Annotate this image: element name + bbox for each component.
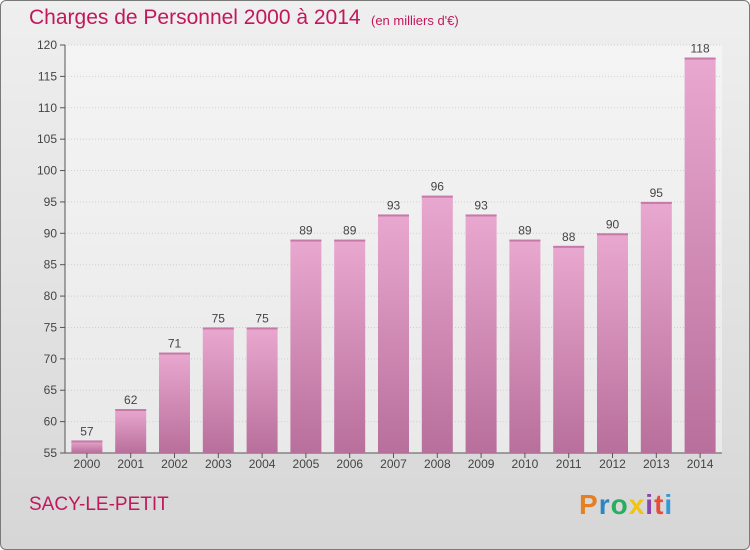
bar-cap xyxy=(115,409,147,412)
value-label: 89 xyxy=(518,224,532,238)
y-tick-label: 80 xyxy=(44,289,58,303)
bar-cap xyxy=(71,440,103,443)
bar-cap xyxy=(640,201,672,204)
bar-cap xyxy=(378,214,409,217)
bar xyxy=(246,327,278,453)
bar xyxy=(378,214,409,453)
x-tick-label: 2006 xyxy=(336,457,363,471)
y-tick-label: 100 xyxy=(37,164,57,178)
y-tick-label: 90 xyxy=(44,226,58,240)
bar xyxy=(509,239,541,453)
value-label: 88 xyxy=(562,230,576,244)
bar xyxy=(115,409,147,453)
bar xyxy=(684,57,716,454)
value-label: 89 xyxy=(299,224,313,238)
value-label: 75 xyxy=(255,311,269,325)
x-tick-label: 2012 xyxy=(599,457,626,471)
y-tick-label: 120 xyxy=(37,38,57,52)
bar xyxy=(334,239,366,453)
value-label: 89 xyxy=(343,224,357,238)
bar xyxy=(597,233,628,453)
y-tick-label: 70 xyxy=(44,352,58,366)
bar-cap xyxy=(290,239,322,242)
bars xyxy=(71,57,716,454)
value-label: 95 xyxy=(650,186,664,200)
y-tick-label: 110 xyxy=(38,101,57,115)
y-tick-label: 60 xyxy=(44,415,58,429)
bar-cap xyxy=(684,57,716,60)
value-label: 90 xyxy=(606,217,620,231)
bar xyxy=(290,239,322,453)
y-tick-label: 75 xyxy=(44,320,58,334)
commune-name: SACY-LE-PETIT xyxy=(29,494,169,515)
x-tick-label: 2014 xyxy=(687,457,714,471)
y-tick-label: 115 xyxy=(38,69,57,83)
y-tick-label: 65 xyxy=(44,383,58,397)
value-label: 118 xyxy=(691,42,710,56)
bar xyxy=(640,201,672,453)
proxiti-logo: Proxiti xyxy=(579,489,674,520)
value-label: 62 xyxy=(124,393,138,407)
value-label: 93 xyxy=(474,198,488,212)
bar xyxy=(421,195,453,453)
bar-cap xyxy=(246,327,278,330)
bar-cap xyxy=(159,352,190,355)
value-label: 96 xyxy=(431,180,445,194)
bar-cap xyxy=(509,239,541,242)
x-tick-label: 2007 xyxy=(380,457,407,471)
value-label: 57 xyxy=(80,424,94,438)
value-label: 93 xyxy=(387,198,401,212)
x-tick-label: 2003 xyxy=(205,457,232,471)
x-tick-label: 2001 xyxy=(117,457,144,471)
y-tick-label: 85 xyxy=(44,258,58,272)
bar xyxy=(553,245,585,453)
y-tick-label: 55 xyxy=(44,446,58,460)
x-tick-label: 2013 xyxy=(643,457,670,471)
chart-title: Charges de Personnel 2000 à 2014 xyxy=(29,6,361,29)
chart-subtitle: (en milliers d'€) xyxy=(371,13,459,28)
x-tick-label: 2000 xyxy=(74,457,101,471)
x-tick-label: 2011 xyxy=(556,457,582,471)
bar xyxy=(159,352,190,453)
y-tick-label: 95 xyxy=(44,195,58,209)
bar-cap xyxy=(553,245,585,248)
bar xyxy=(202,327,234,453)
value-label: 75 xyxy=(212,311,226,325)
bar-cap xyxy=(334,239,366,242)
x-tick-label: 2002 xyxy=(161,457,188,471)
x-tick-label: 2008 xyxy=(424,457,451,471)
bar-cap xyxy=(597,233,628,236)
x-tick-label: 2005 xyxy=(293,457,320,471)
value-label: 71 xyxy=(168,337,182,351)
x-tick-label: 2009 xyxy=(468,457,495,471)
bar-cap xyxy=(465,214,497,217)
x-tick-label: 2004 xyxy=(249,457,276,471)
bar xyxy=(465,214,497,453)
x-tick-label: 2010 xyxy=(512,457,539,471)
bar xyxy=(71,440,103,453)
y-tick-label: 105 xyxy=(37,132,57,146)
bar-cap xyxy=(202,327,234,330)
labels: 57 2000 62 2001 71 2002 75 2003 75 2004 89 2005 89 20… xyxy=(74,42,714,471)
bar-cap xyxy=(421,195,453,198)
